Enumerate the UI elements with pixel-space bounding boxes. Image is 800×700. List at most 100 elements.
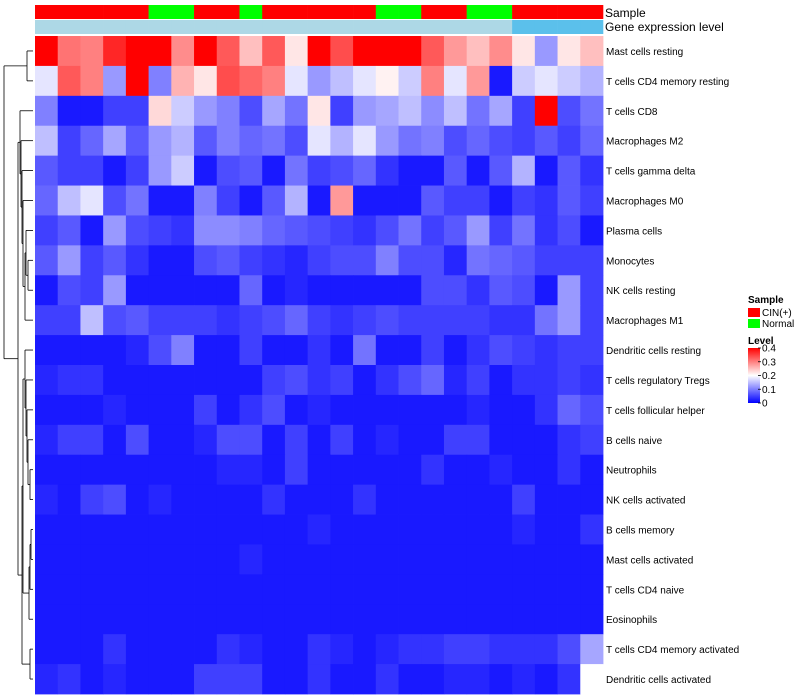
- heatmap-cell: [512, 574, 536, 605]
- heatmap-cell: [443, 514, 468, 545]
- sample-annotation-cell: [375, 5, 399, 19]
- heatmap-cell: [443, 544, 468, 575]
- heatmap-cell: [80, 394, 104, 426]
- heatmap-cell: [534, 155, 558, 186]
- heatmap-cell: [534, 454, 558, 486]
- heatmap-cell: [375, 544, 399, 575]
- heatmap-cell: [466, 484, 490, 515]
- heatmap-cell: [443, 36, 468, 67]
- heatmap-cell: [375, 95, 399, 127]
- heatmap-cell: [353, 544, 377, 575]
- heatmap-cell: [580, 335, 604, 366]
- heatmap-cell: [239, 65, 263, 97]
- heatmap-cell: [171, 365, 195, 396]
- heatmap-cell: [148, 484, 172, 515]
- heatmap-cell: [375, 125, 399, 157]
- heatmap-cell: [375, 36, 399, 67]
- heatmap-cell: [580, 275, 604, 306]
- heatmap-cell: [216, 305, 240, 336]
- sample-annotation-cell: [557, 5, 581, 19]
- expression-annotation-cell: [103, 20, 127, 34]
- heatmap-cell: [330, 514, 354, 545]
- heatmap-cell: [216, 95, 240, 127]
- heatmap-cell: [466, 574, 490, 605]
- heatmap-cell: [239, 394, 263, 426]
- heatmap-cell: [512, 424, 536, 456]
- heatmap-cell: [216, 634, 240, 665]
- heatmap-cell: [330, 65, 354, 97]
- heatmap-cell: [580, 245, 604, 276]
- heatmap-cell: [57, 634, 81, 665]
- heatmap-cell: [557, 65, 581, 97]
- expression-annotation-cell: [443, 20, 467, 34]
- heatmap-cell: [398, 664, 422, 695]
- heatmap-cell: [512, 454, 536, 486]
- heatmap-cell: [443, 335, 468, 366]
- heatmap-cell: [330, 604, 354, 635]
- heatmap-cell: [35, 604, 59, 635]
- heatmap-cell: [580, 544, 604, 575]
- heatmap-cell: [353, 36, 377, 67]
- legend-swatch-cin: [748, 308, 760, 317]
- heatmap-cell: [443, 604, 468, 635]
- heatmap-cell: [171, 574, 195, 605]
- heatmap-cell: [398, 484, 422, 515]
- heatmap-cell: [216, 604, 240, 635]
- heatmap-cell: [512, 664, 536, 695]
- heatmap-cell: [534, 544, 558, 575]
- heatmap-cell: [330, 365, 354, 396]
- heatmap-cell: [534, 125, 558, 157]
- heatmap-cell: [443, 664, 468, 695]
- heatmap-cell: [557, 185, 581, 216]
- heatmap-cell: [216, 275, 240, 306]
- heatmap-cell: [35, 65, 59, 97]
- heatmap-cell: [35, 155, 59, 186]
- heatmap-cell: [534, 275, 558, 306]
- heatmap-cell: [125, 95, 149, 127]
- heatmap-cell: [35, 36, 59, 67]
- heatmap-cell: [353, 185, 377, 216]
- heatmap-cell: [398, 155, 422, 186]
- heatmap-cell: [534, 215, 558, 246]
- expression-annotation-bar: [35, 20, 604, 34]
- heatmap-cell: [239, 275, 263, 306]
- heatmap-cell: [353, 424, 377, 456]
- heatmap-cell: [171, 155, 195, 186]
- heatmap-cell: [103, 65, 127, 97]
- level-tick-label: 0.4: [762, 344, 776, 355]
- heatmap-cell: [284, 514, 309, 545]
- sample-annotation-cell: [148, 5, 172, 19]
- heatmap-cell: [307, 65, 331, 97]
- heatmap-cell: [580, 574, 604, 605]
- heatmap-cell: [307, 484, 331, 515]
- heatmap-cell: [580, 634, 604, 665]
- expression-annotation-cell: [375, 20, 399, 34]
- heatmap-cell: [284, 574, 309, 605]
- heatmap-cell: [80, 574, 104, 605]
- heatmap-cell: [489, 394, 513, 426]
- heatmap-cell: [262, 634, 286, 665]
- heatmap-cell: [148, 125, 172, 157]
- heatmap-cell: [148, 634, 172, 665]
- heatmap-cell: [375, 514, 399, 545]
- heatmap-cell: [35, 125, 59, 157]
- heatmap-cell: [57, 275, 81, 306]
- heatmap-cell: [466, 394, 490, 426]
- row-label: Plasma cells: [606, 226, 662, 237]
- heatmap-cell: [194, 185, 218, 216]
- sample-annotation-cell: [353, 5, 377, 19]
- heatmap-cell: [148, 454, 172, 486]
- heatmap-cell: [557, 604, 581, 635]
- heatmap-cell: [262, 335, 286, 366]
- heatmap-cell: [512, 604, 536, 635]
- heatmap-cell: [216, 155, 240, 186]
- heatmap-cell: [35, 424, 59, 456]
- heatmap-cell: [80, 454, 104, 486]
- heatmap-cell: [421, 454, 445, 486]
- heatmap-cell: [194, 65, 218, 97]
- heatmap-cell: [534, 365, 558, 396]
- heatmap-cell: [194, 454, 218, 486]
- heatmap-cell: [557, 484, 581, 515]
- heatmap-cell: [103, 394, 127, 426]
- heatmap-cell: [103, 305, 127, 336]
